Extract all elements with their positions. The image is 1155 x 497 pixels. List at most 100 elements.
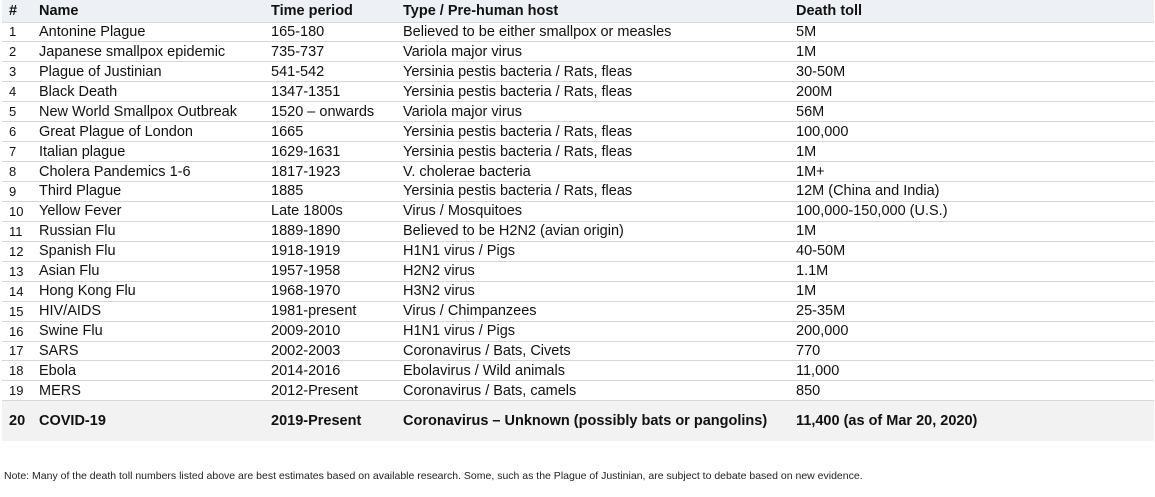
- cell-toll: 200,000: [793, 321, 1154, 342]
- cell-type: Believed to be H2N2 (avian origin): [400, 221, 793, 242]
- cell-num: 19: [2, 380, 36, 402]
- cell-toll: 1M: [793, 141, 1154, 163]
- cell-period: 541-542: [268, 61, 400, 83]
- cell-name: Russian Flu: [36, 221, 268, 242]
- cell-name: Spanish Flu: [36, 241, 268, 262]
- highlight-cell-num: 20: [2, 400, 36, 441]
- cell-type: V. cholerae bacteria: [400, 161, 793, 182]
- cell-num: 15: [2, 301, 36, 322]
- cell-num: 6: [2, 121, 36, 143]
- table-row: 7 Italian plague 1629-1631 Yersinia pestis …: [2, 141, 1154, 163]
- cell-period: 1918-1919: [268, 241, 400, 262]
- table-row: 4 Black Death 1347-1351 Yersinia pestis bac…: [2, 81, 1154, 103]
- cell-num: 2: [2, 41, 36, 63]
- cell-toll: 100,000: [793, 121, 1154, 143]
- table-row: 1 Antonine Plague 165-180 Believed to be ei…: [2, 22, 1154, 43]
- cell-period: 1520 – onwards: [268, 101, 400, 123]
- cell-toll: 1.1M: [793, 261, 1154, 282]
- cell-period: 1629-1631: [268, 141, 400, 163]
- cell-toll: 100,000-150,000 (U.S.): [793, 201, 1154, 222]
- cell-type: H1N1 virus / Pigs: [400, 241, 793, 262]
- cell-num: 1: [2, 22, 36, 43]
- cell-num: 13: [2, 261, 36, 282]
- cell-name: Asian Flu: [36, 261, 268, 282]
- cell-name: Antonine Plague: [36, 22, 268, 43]
- cell-period: 1817-1923: [268, 161, 400, 182]
- cell-num: 12: [2, 241, 36, 262]
- cell-type: Ebolavirus / Wild animals: [400, 360, 793, 382]
- cell-toll: 1M+: [793, 161, 1154, 182]
- cell-toll: 30-50M: [793, 61, 1154, 83]
- cell-type: Yersinia pestis bacteria / Rats, fleas: [400, 121, 793, 143]
- cell-period: 1968-1970: [268, 281, 400, 302]
- cell-period: 735-737: [268, 41, 400, 63]
- header-name: Name: [36, 0, 268, 23]
- cell-name: Great Plague of London: [36, 121, 268, 143]
- cell-name: Italian plague: [36, 141, 268, 163]
- cell-num: 7: [2, 141, 36, 163]
- cell-num: 4: [2, 81, 36, 103]
- cell-type: Yersinia pestis bacteria / Rats, fleas: [400, 181, 793, 202]
- cell-type: Yersinia pestis bacteria / Rats, fleas: [400, 141, 793, 163]
- cell-period: 1981-present: [268, 301, 400, 322]
- highlight-cell-period: 2019-Present: [268, 400, 400, 441]
- cell-toll: 5M: [793, 22, 1154, 43]
- cell-toll: 25-35M: [793, 301, 1154, 322]
- table-row: 14 Hong Kong Flu 1968-1970 H3N2 virus 1M: [2, 281, 1154, 302]
- highlight-row: 20 COVID-19 2019-Present Coronavirus – Unkn…: [2, 400, 1154, 441]
- cell-toll: 1M: [793, 221, 1154, 242]
- cell-period: Late 1800s: [268, 201, 400, 222]
- cell-period: 1347-1351: [268, 81, 400, 103]
- table-row: 19 MERS 2012-Present Coronavirus / Bats, ca…: [2, 380, 1154, 402]
- cell-type: H3N2 virus: [400, 281, 793, 302]
- cell-num: 10: [2, 201, 36, 222]
- table-row: 6 Great Plague of London 1665 Yersinia pest…: [2, 121, 1154, 143]
- cell-name: Cholera Pandemics 1-6: [36, 161, 268, 182]
- cell-type: Coronavirus / Bats, Civets: [400, 341, 793, 362]
- cell-toll: 40-50M: [793, 241, 1154, 262]
- table-row: 8 Cholera Pandemics 1-6 1817-1923 V. choler…: [2, 161, 1154, 182]
- cell-num: 17: [2, 341, 36, 362]
- cell-num: 18: [2, 360, 36, 382]
- cell-name: Yellow Fever: [36, 201, 268, 222]
- cell-period: 2012-Present: [268, 380, 400, 402]
- cell-name: Hong Kong Flu: [36, 281, 268, 302]
- header-row: # Name Time period Type / Pre-human host…: [2, 0, 1154, 23]
- cell-period: 2009-2010: [268, 321, 400, 342]
- table-row: 16 Swine Flu 2009-2010 H1N1 virus / Pigs 200…: [2, 321, 1154, 342]
- cell-toll: 11,000: [793, 360, 1154, 382]
- cell-toll: 12M (China and India): [793, 181, 1154, 202]
- cell-toll: 1M: [793, 281, 1154, 302]
- cell-name: Plague of Justinian: [36, 61, 268, 83]
- cell-period: 1889-1890: [268, 221, 400, 242]
- cell-type: Coronavirus / Bats, camels: [400, 380, 793, 402]
- cell-num: 16: [2, 321, 36, 342]
- table-row: 11 Russian Flu 1889-1890 Believed to be H2N…: [2, 221, 1154, 242]
- cell-type: Variola major virus: [400, 101, 793, 123]
- cell-period: 1665: [268, 121, 400, 143]
- cell-num: 3: [2, 61, 36, 83]
- cell-type: Variola major virus: [400, 41, 793, 63]
- cell-num: 8: [2, 161, 36, 182]
- cell-period: 2002-2003: [268, 341, 400, 362]
- cell-name: Third Plague: [36, 181, 268, 202]
- cell-name: HIV/AIDS: [36, 301, 268, 322]
- highlight-cell-type: Coronavirus – Unknown (possibly bats or …: [400, 400, 793, 441]
- cell-name: New World Smallpox Outbreak: [36, 101, 268, 123]
- cell-period: 1957-1958: [268, 261, 400, 282]
- header-period: Time period: [268, 0, 400, 23]
- header-toll: Death toll: [793, 0, 1154, 23]
- cell-toll: 770: [793, 341, 1154, 362]
- table-row: 5 New World Smallpox Outbreak 1520 – onwar…: [2, 101, 1154, 123]
- table-row: 3 Plague of Justinian 541-542 Yersinia pest…: [2, 61, 1154, 83]
- table-row: 17 SARS 2002-2003 Coronavirus / Bats, Civet…: [2, 341, 1154, 362]
- footnote: Note: Many of the death toll numbers lis…: [4, 470, 863, 482]
- cell-name: Black Death: [36, 81, 268, 103]
- table-row: 15 HIV/AIDS 1981-present Virus / Chimpanzee…: [2, 301, 1154, 322]
- cell-period: 165-180: [268, 22, 400, 43]
- cell-num: 11: [2, 221, 36, 242]
- cell-period: 2014-2016: [268, 360, 400, 382]
- cell-type: H1N1 virus / Pigs: [400, 321, 793, 342]
- cell-period: 1885: [268, 181, 400, 202]
- table-row: 10 Yellow Fever Late 1800s Virus / Mosquito…: [2, 201, 1154, 222]
